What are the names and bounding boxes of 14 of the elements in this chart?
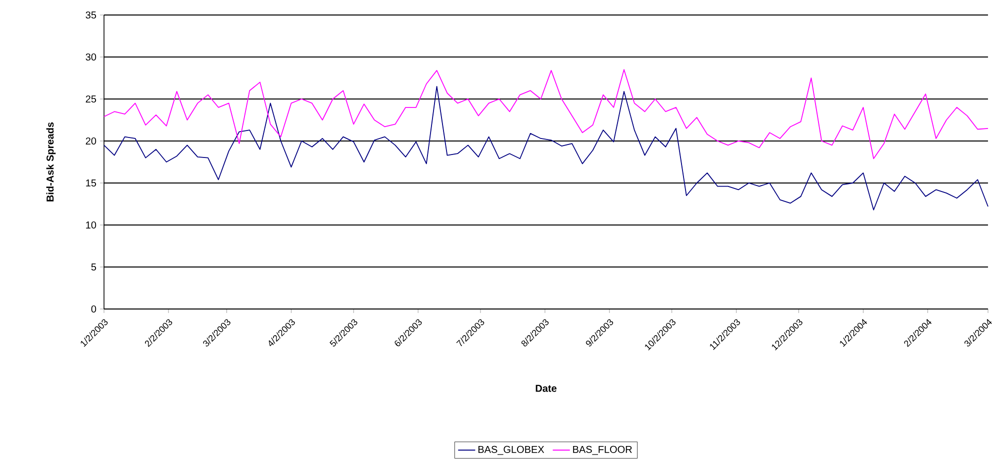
y-tick-label: 0 xyxy=(91,305,96,313)
y-axis-title: Bid-Ask Spreads xyxy=(46,122,56,202)
legend-label: BAS_GLOBEX xyxy=(478,446,544,455)
y-tick-label: 25 xyxy=(86,95,96,103)
y-tick-label: 30 xyxy=(86,53,96,61)
y-tick-label: 5 xyxy=(91,264,96,270)
y-tick-label: 35 xyxy=(86,11,96,19)
x-axis-title: Date xyxy=(536,384,556,392)
line-series xyxy=(104,69,988,160)
y-tick-label: 20 xyxy=(86,137,96,145)
legend-label: BAS_FLOOR xyxy=(573,446,632,455)
line-series xyxy=(104,86,988,210)
y-tick-label: 15 xyxy=(86,180,96,186)
y-tick-label: 10 xyxy=(86,221,96,229)
